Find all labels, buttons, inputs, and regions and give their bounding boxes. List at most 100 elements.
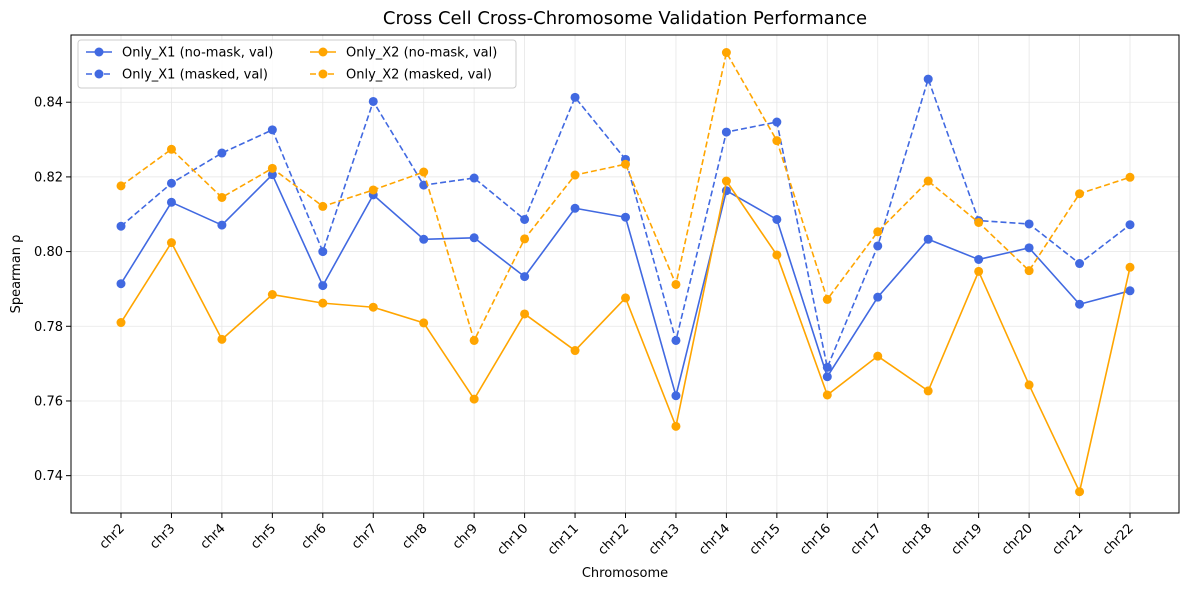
data-point xyxy=(1075,299,1085,309)
data-point xyxy=(721,48,731,58)
chart-title: Cross Cell Cross-Chromosome Validation P… xyxy=(383,8,867,29)
data-point xyxy=(822,372,832,382)
data-point xyxy=(217,192,227,202)
data-point xyxy=(368,302,378,312)
data-point xyxy=(923,176,933,186)
data-point xyxy=(116,181,126,191)
data-point xyxy=(1024,219,1034,229)
data-point xyxy=(621,212,630,222)
data-point xyxy=(621,293,630,303)
series-4 xyxy=(116,48,1135,345)
data-point xyxy=(671,391,681,401)
data-point xyxy=(671,335,681,345)
data-point xyxy=(217,148,227,158)
data-point xyxy=(520,272,530,282)
x-tick-label: chr3 xyxy=(147,521,178,552)
data-point xyxy=(772,214,782,224)
data-point xyxy=(318,201,328,211)
x-tick-label: chr12 xyxy=(595,521,632,558)
legend-label: Only_X2 (masked, val) xyxy=(346,68,492,83)
data-point xyxy=(419,180,429,190)
data-point xyxy=(419,167,429,177)
series-layer xyxy=(116,48,1135,497)
x-tick-label: chr18 xyxy=(898,521,935,558)
data-point xyxy=(520,214,530,224)
data-point xyxy=(772,136,782,146)
y-tick-label: 0.78 xyxy=(34,320,63,335)
legend-marker xyxy=(318,47,328,57)
data-point xyxy=(671,279,681,289)
x-tick-label: chr17 xyxy=(848,521,885,558)
data-point xyxy=(1075,189,1085,199)
data-point xyxy=(772,250,782,260)
y-tick-label: 0.80 xyxy=(34,245,63,260)
legend-label: Only_X2 (no-mask, val) xyxy=(346,46,497,61)
data-point xyxy=(116,318,126,328)
data-point xyxy=(570,203,580,213)
x-tick-label: chr9 xyxy=(450,521,481,552)
data-point xyxy=(923,74,933,84)
x-tick-label: chr20 xyxy=(999,521,1036,558)
axes-layer: chr2 chr3 chr4 chr5 chr6 chr7 chr8 chr9 chr10 chr… xyxy=(34,96,1137,558)
data-point xyxy=(469,394,479,404)
data-point xyxy=(1024,243,1034,253)
y-tick-label: 0.76 xyxy=(34,394,63,409)
series-2 xyxy=(116,74,1135,372)
data-point xyxy=(217,334,227,344)
legend: Only_X1 (no-mask, val) Only_X1 (masked, v… xyxy=(77,39,517,89)
data-point xyxy=(368,96,378,106)
x-tick-label: chr5 xyxy=(248,521,279,552)
data-point xyxy=(570,346,580,356)
legend-marker xyxy=(94,69,104,79)
data-point xyxy=(974,217,984,227)
legend-label: Only_X1 (masked, val) xyxy=(122,68,268,83)
data-point xyxy=(671,421,681,431)
data-point xyxy=(1125,262,1135,272)
x-tick-label: chr7 xyxy=(349,521,380,552)
data-point xyxy=(469,173,479,183)
x-tick-label: chr6 xyxy=(299,521,330,552)
data-point xyxy=(217,220,227,230)
x-tick-label: chr13 xyxy=(646,521,683,558)
data-point xyxy=(166,238,176,248)
data-point xyxy=(1024,380,1034,390)
data-point xyxy=(873,351,883,361)
x-tick-label: chr2 xyxy=(97,521,128,552)
x-tick-label: chr8 xyxy=(399,521,430,552)
data-point xyxy=(873,227,883,237)
data-point xyxy=(1024,266,1034,276)
grid-layer xyxy=(71,35,1179,513)
data-point xyxy=(318,298,328,308)
legend-box xyxy=(77,39,517,89)
x-tick-label: chr10 xyxy=(494,521,531,558)
data-point xyxy=(923,234,933,244)
data-point xyxy=(419,318,429,328)
x-tick-label: chr4 xyxy=(198,521,229,552)
data-point xyxy=(873,292,883,302)
data-point xyxy=(1075,487,1085,497)
data-point xyxy=(621,159,630,169)
data-point xyxy=(267,290,277,300)
data-point xyxy=(974,254,984,264)
data-point xyxy=(520,309,530,319)
data-point xyxy=(166,197,176,207)
data-point xyxy=(1125,172,1135,182)
data-point xyxy=(570,170,580,180)
data-point xyxy=(267,163,277,173)
legend-marker xyxy=(318,69,328,79)
data-point xyxy=(721,176,731,186)
series-1 xyxy=(116,170,1135,401)
data-point xyxy=(520,234,530,244)
x-axis-label: Chromosome xyxy=(582,566,668,581)
data-point xyxy=(166,178,176,188)
data-point xyxy=(1125,286,1135,296)
data-point xyxy=(116,279,126,289)
x-tick-label: chr21 xyxy=(1049,521,1086,558)
series-3 xyxy=(116,176,1135,497)
data-point xyxy=(721,127,731,137)
data-point xyxy=(267,170,277,180)
data-point xyxy=(116,221,126,231)
x-tick-label: chr22 xyxy=(1100,521,1137,558)
